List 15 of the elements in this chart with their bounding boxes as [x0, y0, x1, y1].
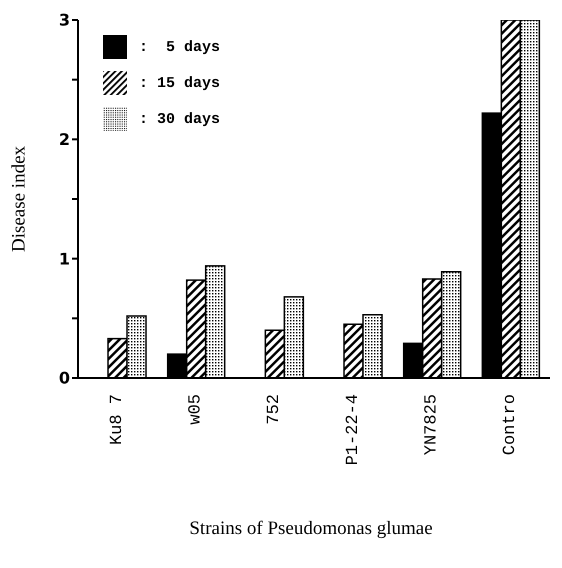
x-tick-label: P1-22-4	[344, 394, 363, 466]
x-tick-label: Ku8 7	[108, 394, 127, 446]
y-tick-label: 1	[58, 249, 70, 268]
x-tick-label: YN7825	[422, 394, 442, 456]
legend-label: : 30 days	[139, 111, 220, 128]
y-axis-title: Disease index	[8, 145, 30, 252]
y-tick-label: 2	[58, 130, 70, 150]
x-tick-label: w05	[186, 394, 206, 425]
x-tick-label: Contro	[501, 394, 520, 456]
x-axis-title: Strains of Pseudomonas glumae	[188, 518, 434, 540]
legend-label: : 15 days	[139, 75, 220, 92]
y-tick-label: 3	[58, 10, 70, 30]
y-tick-label: 0	[58, 368, 70, 388]
legend-label: : 5 days	[139, 39, 220, 56]
x-tick-label: 752	[265, 394, 284, 425]
